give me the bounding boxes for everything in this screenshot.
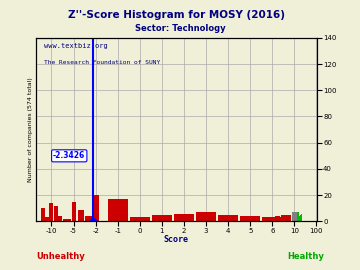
Bar [240, 216, 260, 221]
Bar [275, 216, 280, 221]
Bar [92, 195, 99, 221]
Bar [63, 219, 67, 221]
Bar [286, 215, 291, 221]
Text: Sector: Technology: Sector: Technology [135, 24, 225, 33]
Bar [45, 217, 49, 221]
Bar [41, 208, 45, 221]
Text: The Research Foundation of SUNY: The Research Foundation of SUNY [44, 60, 161, 65]
Bar [58, 216, 62, 221]
Bar [108, 199, 128, 221]
Bar [54, 206, 58, 221]
Bar [196, 212, 216, 221]
Text: -2.3426: -2.3426 [53, 151, 85, 160]
Text: Healthy: Healthy [287, 252, 324, 261]
Bar [174, 214, 194, 221]
Bar [77, 210, 84, 221]
Text: www.textbiz.org: www.textbiz.org [44, 43, 108, 49]
Title: Z''-Score Histogram for MOSY (2016): Z''-Score Histogram for MOSY (2016) [68, 10, 285, 20]
Bar [67, 219, 71, 221]
Bar [281, 215, 286, 221]
Bar [72, 202, 76, 221]
Bar [130, 217, 150, 221]
Text: Unhealthy: Unhealthy [36, 252, 85, 261]
Bar [152, 215, 172, 221]
X-axis label: Score: Score [164, 235, 189, 244]
Y-axis label: Number of companies (574 total): Number of companies (574 total) [28, 77, 33, 182]
Bar [49, 203, 54, 221]
Bar [218, 215, 238, 221]
Bar [292, 212, 297, 221]
Bar [262, 217, 283, 221]
Bar [85, 216, 92, 221]
